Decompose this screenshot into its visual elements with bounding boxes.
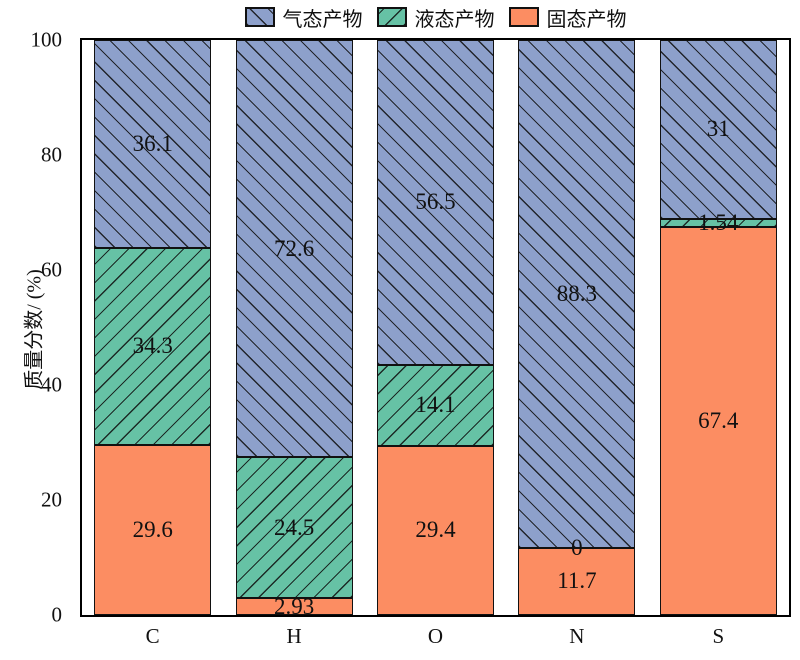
bar-value-label: 29.4 xyxy=(415,517,456,543)
x-tick-label: S xyxy=(712,624,725,648)
bar-segment-O-液态产物 xyxy=(377,364,494,446)
legend: 气态产物 液态产物 固态产物 xyxy=(80,3,791,31)
bar-value-label: 67.4 xyxy=(698,408,739,434)
bar-segment-H-液态产物 xyxy=(235,457,353,599)
bar-value-label: 0 xyxy=(571,534,583,560)
bar-segment-S-固态产物 xyxy=(659,227,777,615)
legend-item: 固态产物 xyxy=(508,3,627,32)
x-tick-label: O xyxy=(427,624,444,648)
bar-segment-H-气态产物 xyxy=(235,39,353,458)
x-tick-label: N xyxy=(569,624,585,648)
bar-value-label: 24.5 xyxy=(273,514,315,540)
bar-value-label: 36.1 xyxy=(132,130,173,156)
legend-label: 气态产物 xyxy=(282,8,363,31)
bar-value-label: 1.54 xyxy=(698,210,739,236)
bar-segment-H-固态产物 xyxy=(235,598,353,615)
x-tick-label: H xyxy=(286,624,302,648)
y-tick-label: 20 xyxy=(41,487,62,512)
bar-value-label: 2.93 xyxy=(273,593,315,619)
y-tick-label: 80 xyxy=(41,142,62,167)
legend-swatch-icon xyxy=(508,7,539,27)
bar-segment-S-气态产物 xyxy=(659,40,777,219)
bar-segment-S-液态产物 xyxy=(659,218,777,228)
bar-value-label: 72.6 xyxy=(273,235,315,261)
legend-item: 气态产物 xyxy=(244,3,363,32)
legend-swatch-icon xyxy=(376,7,407,27)
plot-area: 29.6 34.3 36.1 2.93 24.5 72.6 29.4 14.1 56.5 11.7… xyxy=(80,38,791,619)
bar-segment-O-气态产物 xyxy=(377,40,494,365)
x-tick-label: C xyxy=(145,624,160,648)
bar-value-label: 56.5 xyxy=(415,189,456,215)
bar-value-label: 88.3 xyxy=(556,280,598,306)
bar-segment-C-气态产物 xyxy=(94,40,212,248)
legend-label: 液态产物 xyxy=(414,8,495,31)
y-tick-label: 40 xyxy=(41,372,62,397)
legend-swatch-icon xyxy=(244,7,275,27)
bar-segment-O-固态产物 xyxy=(377,445,494,615)
bar-segment-N-固态产物 xyxy=(518,547,636,615)
y-tick-label: 60 xyxy=(41,257,62,282)
y-tick-label: 100 xyxy=(30,27,63,52)
bar-value-label: 31 xyxy=(706,116,730,142)
bar-segment-N-气态产物 xyxy=(518,40,636,548)
bar-value-label: 14.1 xyxy=(415,392,456,418)
legend-label: 固态产物 xyxy=(546,8,627,31)
bar-value-label: 11.7 xyxy=(557,568,597,594)
legend-item: 液态产物 xyxy=(376,3,495,32)
y-tick-label: 0 xyxy=(51,602,63,627)
bar-value-label: 34.3 xyxy=(132,333,173,359)
bar-value-label: 29.6 xyxy=(132,516,173,542)
bar-segment-C-固态产物 xyxy=(94,444,212,615)
bar-segment-C-液态产物 xyxy=(94,247,212,445)
